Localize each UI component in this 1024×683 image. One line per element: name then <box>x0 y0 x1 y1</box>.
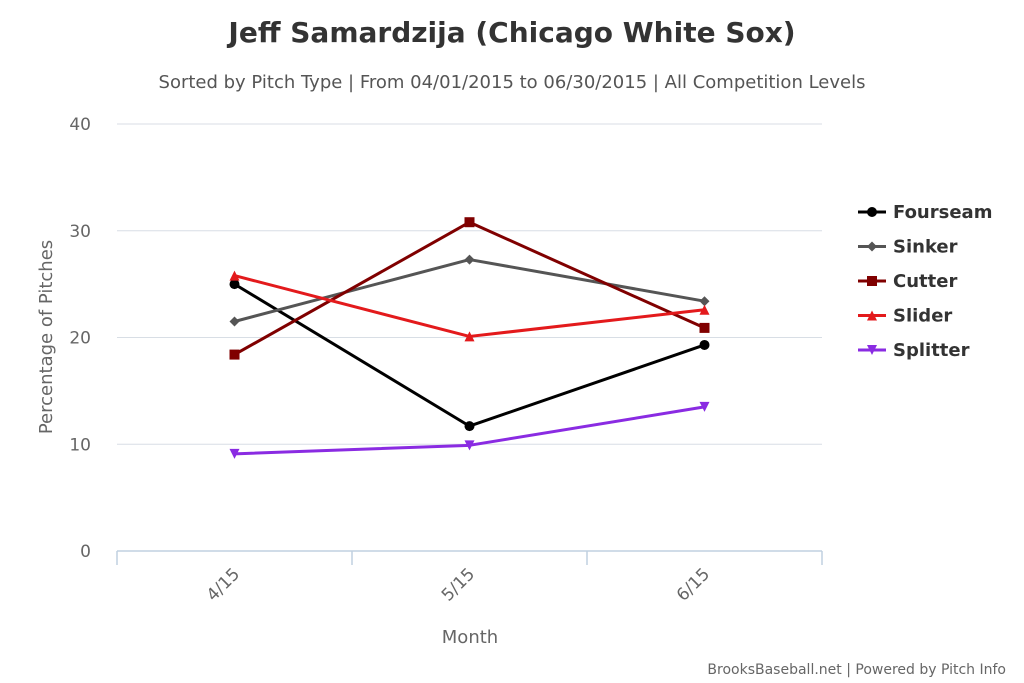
series-splitter <box>229 401 710 459</box>
data-point[interactable] <box>699 401 710 412</box>
series-fourseam <box>229 279 710 432</box>
data-point[interactable] <box>464 217 475 228</box>
data-point[interactable] <box>464 440 475 451</box>
series-cutter <box>229 217 710 360</box>
data-point[interactable] <box>229 349 240 360</box>
legend-label: Sinker <box>893 237 958 258</box>
data-point[interactable] <box>464 254 475 265</box>
legend-item-splitter[interactable]: Splitter <box>858 340 970 361</box>
data-point[interactable] <box>699 322 710 333</box>
legend-label: Fourseam <box>893 202 992 223</box>
legend-label: Slider <box>893 306 952 327</box>
x-axis: 4/15 5/15 6/15 <box>116 550 823 606</box>
x-tick-label: 6/15 <box>673 564 714 605</box>
grid-lines <box>117 123 822 445</box>
legend-marker <box>867 310 877 321</box>
x-tick-label: 4/15 <box>203 564 244 605</box>
x-axis-title: Month <box>442 627 498 648</box>
y-tick-label: 10 <box>69 435 91 455</box>
legend-label: Cutter <box>893 271 957 292</box>
data-point[interactable] <box>699 304 710 315</box>
legend-item-fourseam[interactable]: Fourseam <box>858 202 992 223</box>
x-tick-label: 5/15 <box>438 564 479 605</box>
data-point[interactable] <box>464 421 475 432</box>
legend: Fourseam Sinker Cutter Slider Splitter <box>858 202 992 361</box>
series-line <box>233 282 705 428</box>
data-point[interactable] <box>464 331 475 342</box>
chart-subtitle: Sorted by Pitch Type | From 04/01/2015 t… <box>159 72 866 93</box>
y-axis-ticks: 0 10 20 30 40 <box>69 115 91 562</box>
y-axis-title: Percentage of Pitches <box>36 240 57 434</box>
data-point[interactable] <box>699 339 710 350</box>
series-slider <box>229 270 710 342</box>
series-line <box>234 258 705 323</box>
y-tick-label: 0 <box>80 542 91 562</box>
y-tick-label: 20 <box>69 329 91 349</box>
chart-title: Jeff Samardzija (Chicago White Sox) <box>226 16 795 49</box>
legend-marker <box>867 241 877 252</box>
data-point[interactable] <box>229 279 240 290</box>
legend-marker <box>867 345 877 355</box>
legend-item-cutter[interactable]: Cutter <box>858 271 957 292</box>
legend-marker <box>867 276 877 286</box>
data-point[interactable] <box>699 296 710 307</box>
legend-label: Splitter <box>893 340 970 361</box>
y-tick-label: 40 <box>69 115 91 135</box>
series-sinker <box>229 254 710 327</box>
credits-text[interactable]: BrooksBaseball.net | Powered by Pitch In… <box>707 662 1006 678</box>
y-tick-label: 30 <box>69 222 91 242</box>
legend-marker <box>867 207 877 217</box>
data-point[interactable] <box>229 448 240 459</box>
data-point[interactable] <box>229 270 240 281</box>
plot-series <box>229 217 710 459</box>
data-point[interactable] <box>229 316 240 327</box>
legend-item-slider[interactable]: Slider <box>858 306 952 327</box>
legend-item-sinker[interactable]: Sinker <box>858 237 958 258</box>
